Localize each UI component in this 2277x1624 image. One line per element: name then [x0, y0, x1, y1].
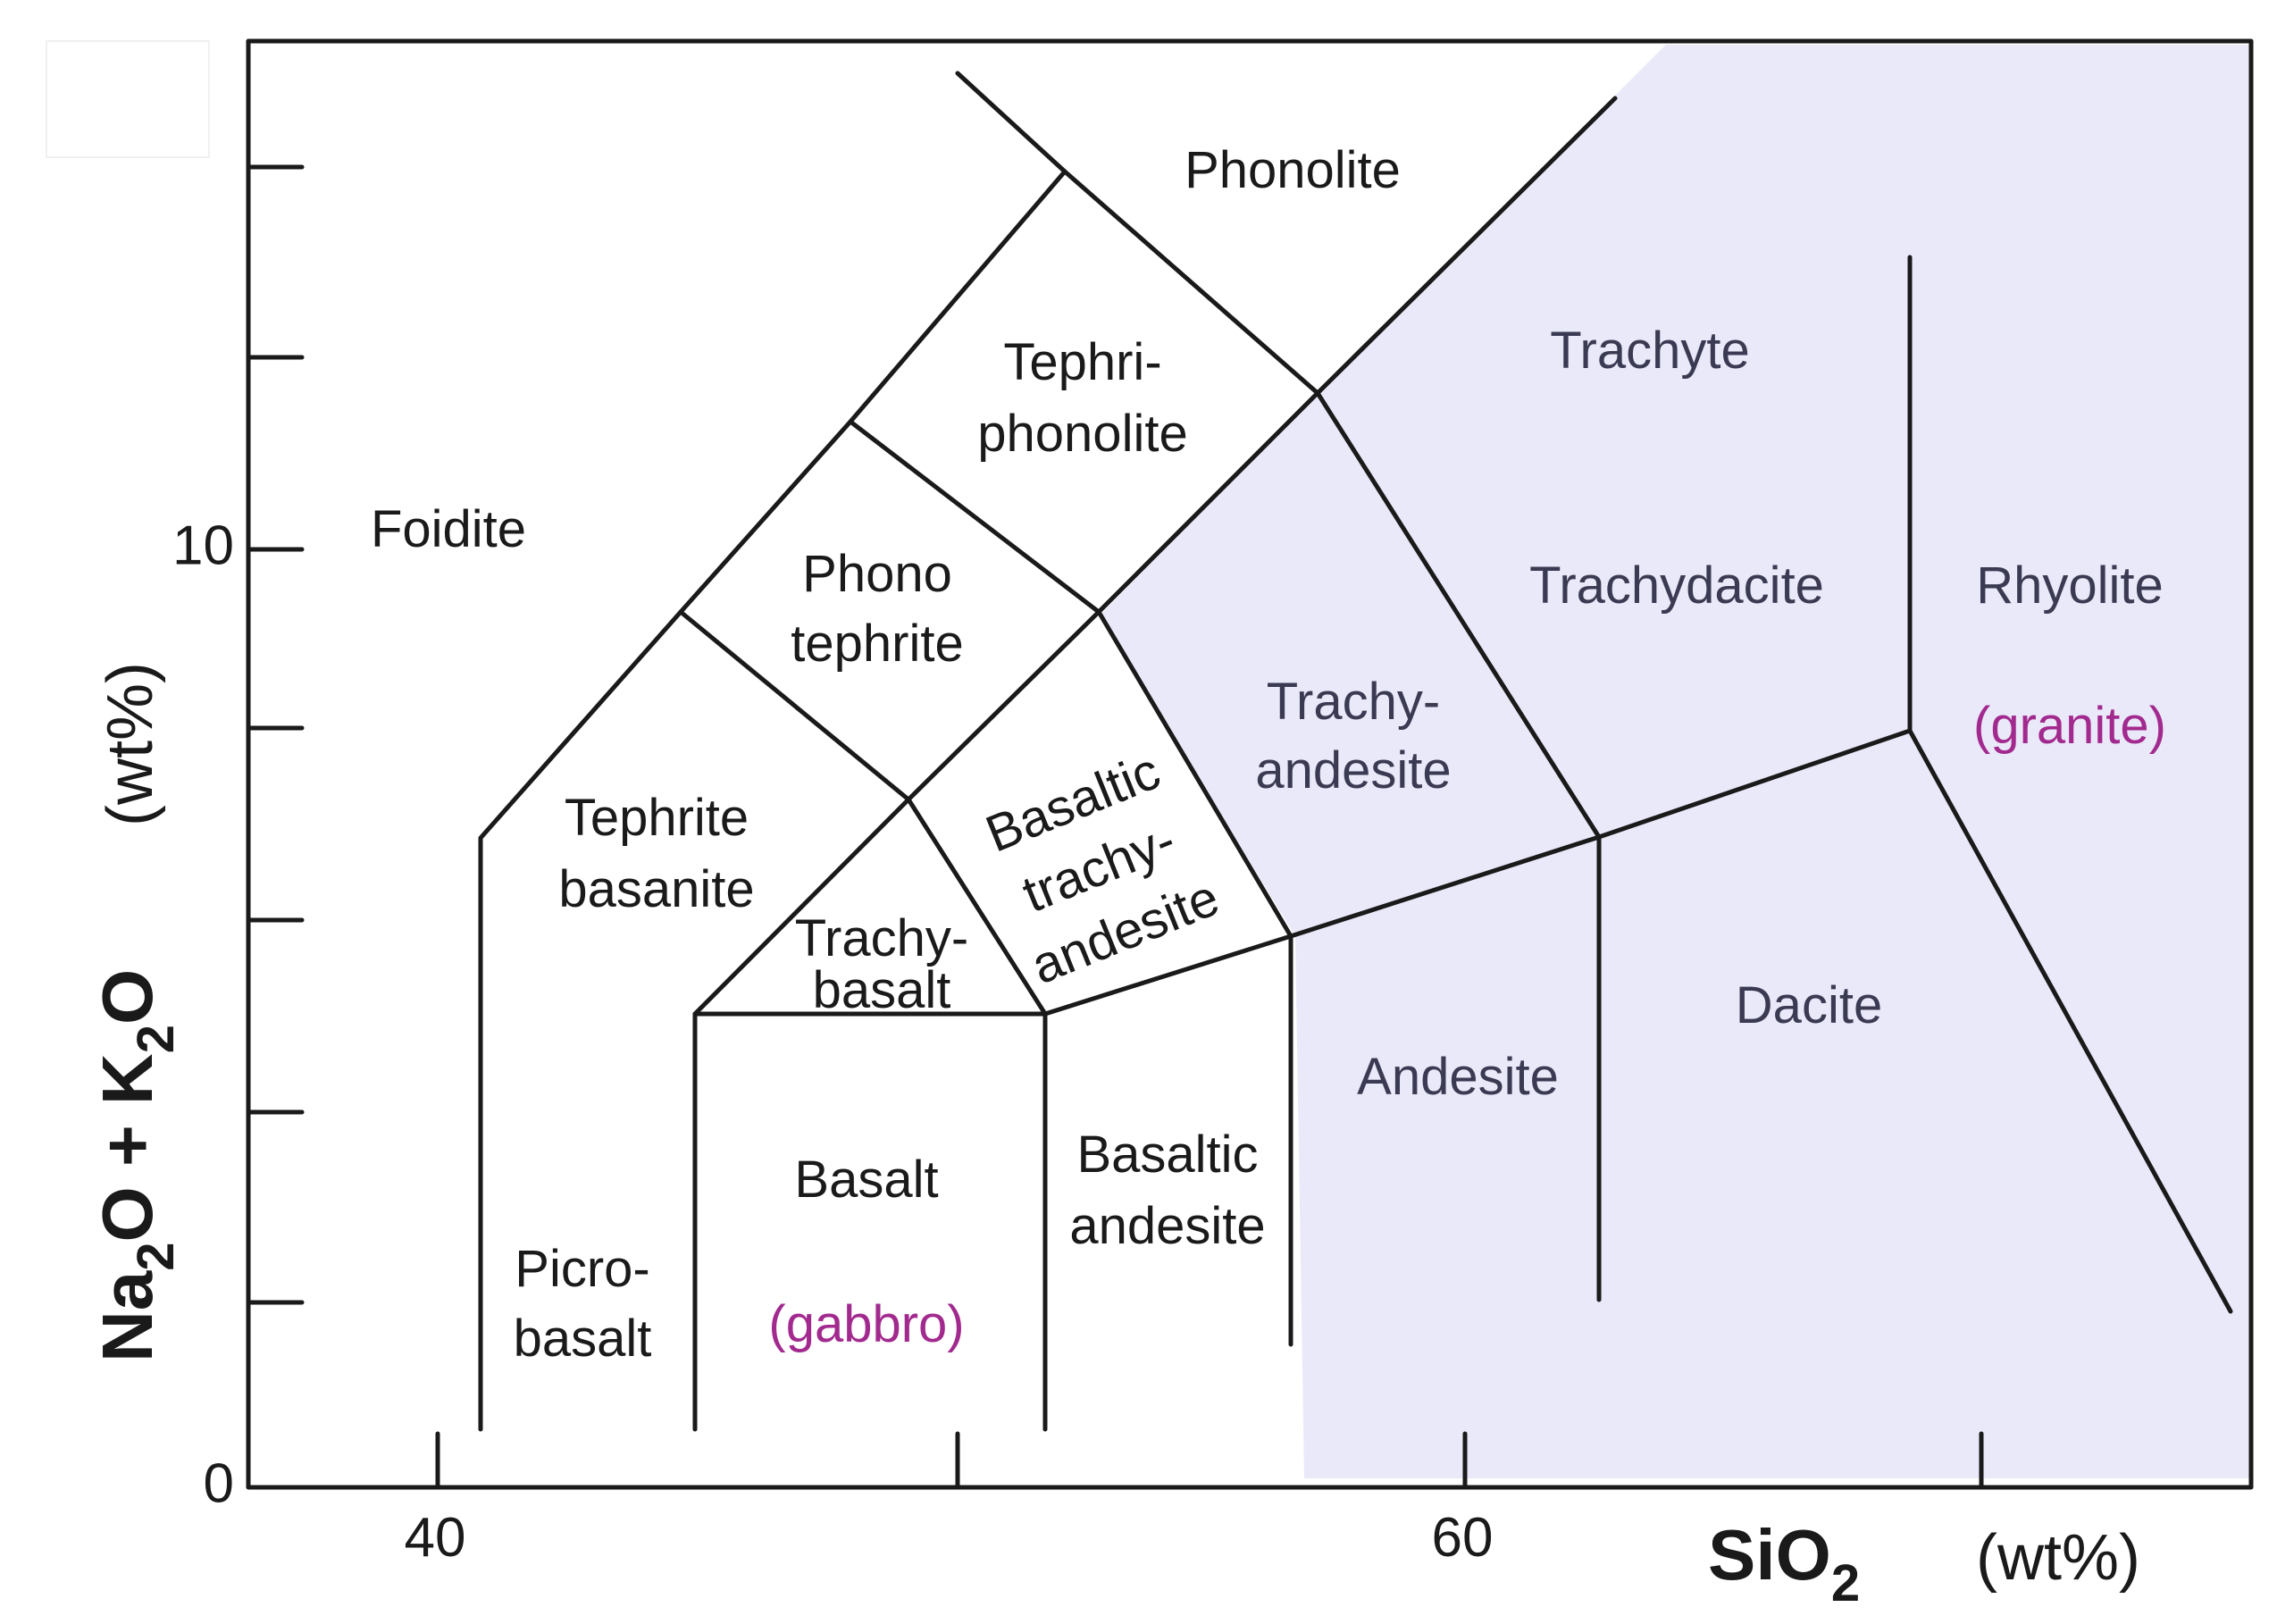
y-title-c: O — [88, 969, 167, 1025]
blank-box — [46, 40, 210, 158]
label-basaltic-andesite-1: Basaltic — [1076, 1126, 1258, 1184]
y-title-b-sub: 2 — [127, 1025, 185, 1053]
label-gabbro: (gabbro) — [768, 1295, 964, 1353]
label-tephriphonolite-1: Tephri- — [1003, 333, 1161, 391]
svg-text:SiO2: SiO2 — [1708, 1515, 1860, 1612]
label-trachyandesite-1: Trachy- — [1267, 673, 1440, 731]
label-basalt: Basalt — [794, 1151, 938, 1209]
x-ticks — [435, 1431, 1984, 1490]
y-tick-0: 0 — [204, 1452, 234, 1514]
x-title-main: SiO — [1708, 1515, 1831, 1595]
svg-text:Na2O + K2O: Na2O + K2O — [88, 969, 185, 1362]
label-trachybasalt-2: basalt — [813, 961, 951, 1019]
label-tephrite-basanite-1: Tephrite — [565, 789, 749, 847]
y-title-b: O + K — [88, 1053, 167, 1242]
x-title-unit: (wt%) — [1976, 1522, 2140, 1594]
label-phonotephrite-1: Phono — [802, 545, 952, 603]
label-picrobasalt-1: Picro- — [515, 1240, 649, 1298]
label-picrobasalt-2: basalt — [514, 1310, 652, 1368]
label-trachyandesite-2: andesite — [1255, 741, 1451, 799]
label-rhyolite: Rhyolite — [1976, 557, 2164, 615]
y-title-a: Na — [88, 1270, 167, 1362]
label-trachydacite: Trachydacite — [1529, 557, 1824, 615]
x-tick-40: 40 — [405, 1507, 466, 1569]
y-tick-10: 10 — [172, 515, 234, 576]
axis-frame — [246, 38, 2254, 1490]
label-tephrite-basanite-2: basanite — [558, 860, 754, 918]
label-trachyte: Trachyte — [1550, 322, 1749, 380]
y-axis-title: Na2O + K2O (wt%) — [88, 662, 185, 1362]
label-basaltic-andesite-2: andesite — [1069, 1197, 1265, 1255]
label-phonotephrite-2: tephrite — [791, 615, 963, 673]
field-boundaries — [478, 71, 2233, 1432]
label-foidite: Foidite — [371, 500, 526, 558]
y-ticks — [246, 164, 305, 1305]
label-granite: (granite) — [1973, 697, 2166, 755]
y-title-a-sub: 2 — [127, 1242, 185, 1270]
label-tephriphonolite-2: phonolite — [977, 405, 1187, 463]
x-tick-60: 60 — [1432, 1507, 1494, 1569]
label-phonolite: Phonolite — [1185, 141, 1401, 199]
label-dacite: Dacite — [1736, 976, 1882, 1034]
label-andesite: Andesite — [1357, 1048, 1559, 1106]
x-title-sub: 2 — [1831, 1554, 1860, 1612]
label-trachybasalt-1: Trachy- — [795, 909, 968, 967]
y-title-unit: (wt%) — [95, 662, 166, 826]
highlight-region — [1099, 45, 2251, 1478]
field-labels: Phonolite Tephri- phonolite Foidite Phon… — [371, 141, 2166, 1368]
x-axis-title: SiO2 (wt%) — [1708, 1515, 2140, 1612]
